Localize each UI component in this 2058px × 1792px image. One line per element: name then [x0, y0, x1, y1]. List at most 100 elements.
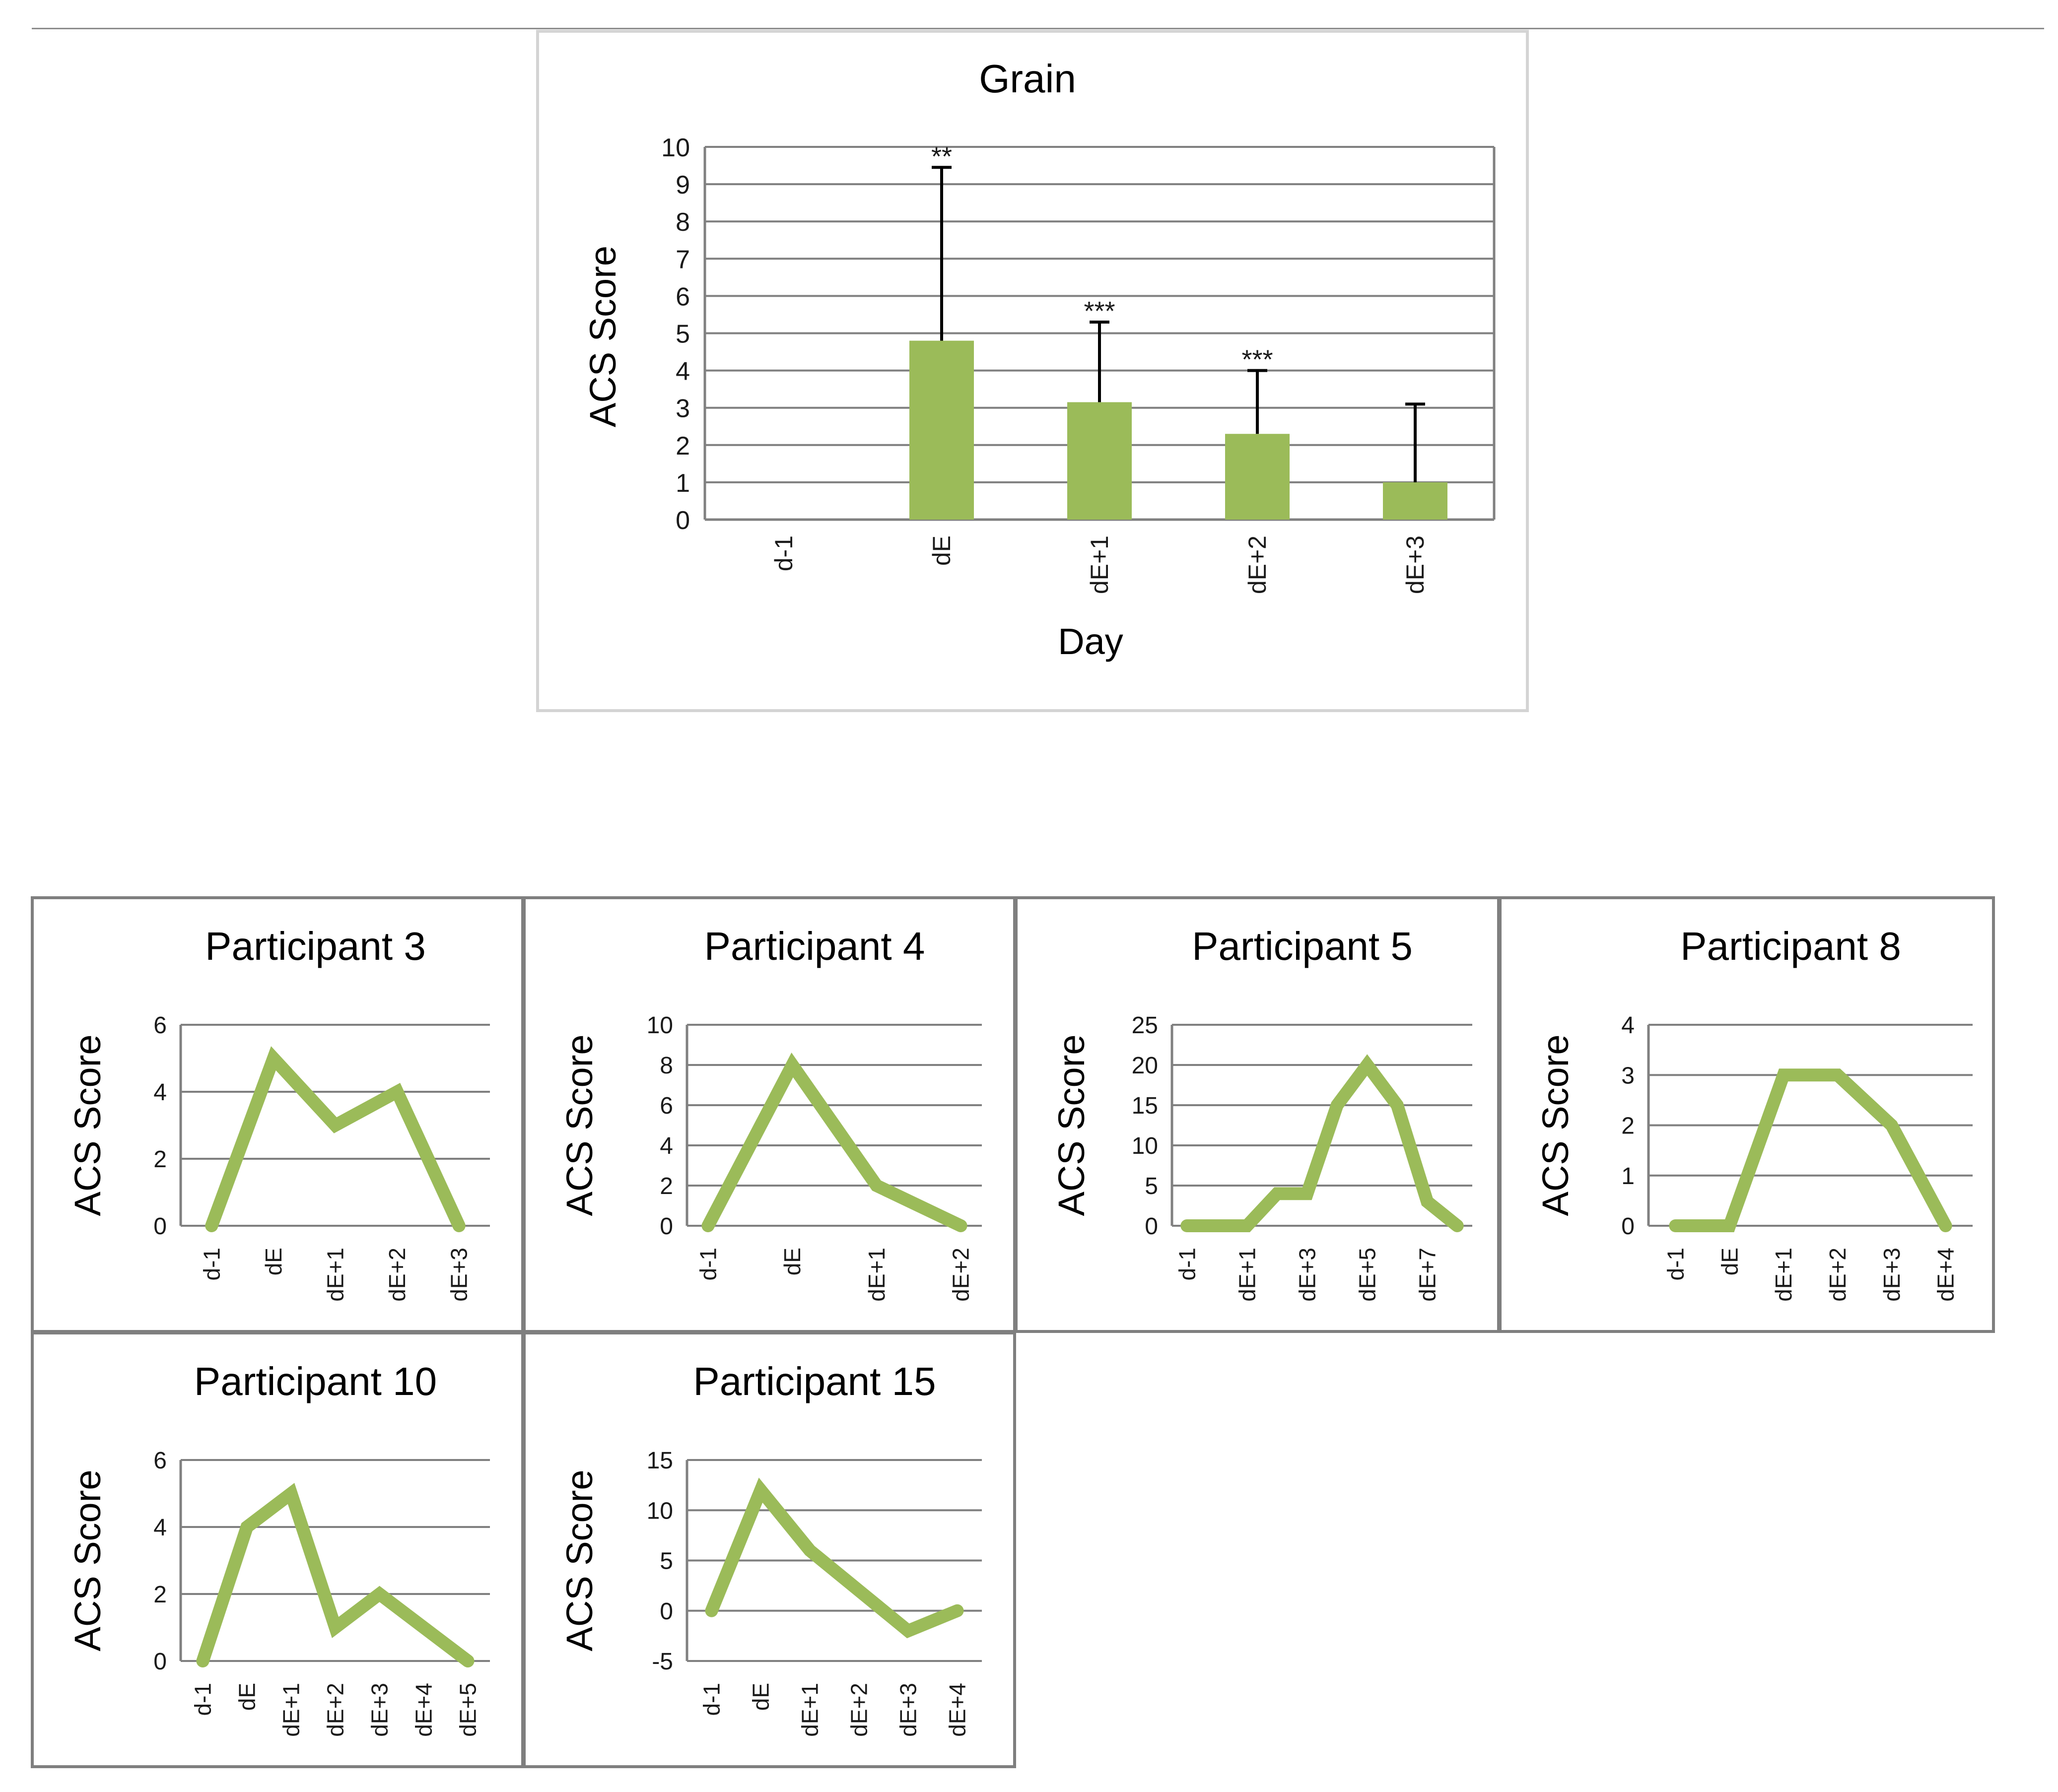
y-tick-label: -5	[652, 1649, 673, 1675]
y-tick-label: 4	[676, 357, 690, 386]
y-axis-label: ACS Score	[67, 1469, 108, 1651]
y-tick-label: 6	[660, 1093, 673, 1119]
x-tick-label: dE	[261, 1248, 286, 1275]
y-axis-label: ACS Score	[559, 1469, 600, 1651]
x-tick-label: dE+2	[1243, 535, 1271, 594]
y-tick-label: 5	[1145, 1173, 1158, 1199]
y-tick-label: 5	[676, 320, 690, 349]
bar-gridlines	[703, 146, 1496, 521]
bar	[909, 340, 974, 520]
y-tick-label: 6	[676, 282, 690, 311]
x-tick-label: d-1	[1662, 1248, 1688, 1280]
x-tick-label: d-1	[199, 1248, 224, 1280]
panel-frame	[1499, 896, 1995, 1333]
x-tick-label: d-1	[699, 1683, 725, 1716]
panel-title: Participant 5	[1192, 924, 1413, 968]
participant-15-chart: Participant 15 ACS Score -5 0 5 10 15 d-1 dE dE+1…	[523, 1331, 1016, 1768]
x-tick-label: dE+3	[367, 1683, 393, 1737]
x-tick-label: dE+3	[1401, 535, 1429, 594]
y-tick-label: 15	[1132, 1093, 1158, 1119]
chart-title: Grain	[979, 57, 1076, 101]
participant-10-chart: Participant 10 ACS Score 0 2 4 6 d-1 dE dE+1 dE+2…	[31, 1331, 524, 1768]
x-tick-label: d-1	[190, 1683, 216, 1716]
y-tick-label: 6	[153, 1012, 167, 1039]
x-tick-label: dE+2	[384, 1248, 410, 1302]
x-tick-label: dE+7	[1414, 1248, 1440, 1302]
panel-title: Participant 4	[704, 924, 925, 968]
y-axis-label: ACS Score	[582, 246, 623, 427]
y-tick-label: 2	[676, 432, 690, 461]
panel-title: Participant 8	[1680, 924, 1901, 968]
y-tick-label: 2	[153, 1146, 167, 1173]
y-tick-label: 10	[647, 1498, 673, 1524]
y-tick-label: 2	[153, 1582, 167, 1608]
y-tick-label: 0	[660, 1213, 673, 1240]
x-tick-label: dE+4	[945, 1683, 970, 1737]
y-axis-label: ACS Score	[559, 1034, 600, 1216]
bar-series	[909, 340, 1447, 520]
y-tick-label: 10	[1132, 1133, 1158, 1159]
x-tick-label: dE+2	[948, 1248, 974, 1302]
x-tick-label: d-1	[770, 535, 798, 571]
participant-8-chart: Participant 8 ACS Score 0 1 2 3 4 d-1 dE dE+1 dE+2…	[1499, 896, 1995, 1333]
y-tick-label: 2	[1621, 1113, 1635, 1139]
x-tick-label: dE+2	[846, 1683, 872, 1737]
y-tick-label: 9	[676, 171, 690, 199]
significance-mark: **	[931, 141, 952, 171]
panel-title: Participant 3	[205, 924, 426, 968]
x-tick-label: dE+4	[411, 1683, 437, 1737]
y-tick-label: 8	[660, 1053, 673, 1079]
bar	[1383, 482, 1447, 520]
bar-significance-marks: ********	[931, 141, 1273, 374]
significance-mark: ***	[1241, 345, 1273, 375]
panel-frame	[31, 1331, 524, 1768]
x-tick-label: dE+1	[1771, 1248, 1796, 1302]
x-tick-label: dE	[1716, 1248, 1742, 1275]
y-tick-label: 0	[1621, 1213, 1635, 1240]
x-tick-label: dE+3	[895, 1683, 921, 1737]
panel-frame	[523, 1331, 1016, 1768]
x-tick-label: dE	[234, 1683, 260, 1711]
significance-mark: ***	[1084, 296, 1115, 326]
panel-title: Participant 10	[194, 1359, 437, 1403]
y-tick-label: 10	[647, 1012, 673, 1039]
y-tick-label: 4	[153, 1079, 167, 1106]
x-tick-label: dE+4	[1933, 1248, 1959, 1302]
y-tick-label: 4	[153, 1515, 167, 1541]
bar	[1067, 402, 1132, 520]
y-tick-label: 5	[660, 1548, 673, 1575]
y-axis-label: ACS Score	[1051, 1034, 1092, 1216]
y-tick-label: 15	[647, 1448, 673, 1474]
series-line	[701, 1053, 967, 1232]
x-tick-label: d-1	[695, 1248, 721, 1280]
y-tick-label: 0	[660, 1598, 673, 1625]
x-tick-label: dE+5	[455, 1683, 481, 1737]
panel-title: Participant 15	[693, 1359, 936, 1403]
bar-error-bars	[932, 166, 1425, 482]
x-tick-label: dE+1	[797, 1683, 823, 1737]
y-tick-label: 7	[676, 245, 690, 274]
y-tick-label: 1	[676, 469, 690, 498]
series-line	[1669, 1068, 1952, 1232]
y-tick-label: 10	[661, 133, 690, 162]
y-tick-label: 4	[660, 1133, 673, 1159]
x-tick-label: dE+3	[446, 1248, 472, 1302]
top-rule	[32, 28, 2044, 29]
panel-frame	[1015, 896, 1500, 1333]
y-tick-label: 4	[1621, 1012, 1635, 1039]
x-tick-label: dE	[779, 1248, 805, 1275]
x-tick-label: dE+1	[1086, 535, 1113, 594]
x-tick-label: dE	[928, 535, 956, 566]
y-tick-label: 0	[153, 1213, 167, 1240]
bar-y-ticks: 0 1 2 3 4 5 6 7 8 9 10	[661, 133, 690, 535]
participant-4-chart: Participant 4 ACS Score 0 2 4 6 8 10 d-1 dE dE+1 dE…	[523, 896, 1016, 1333]
y-axis-label: ACS Score	[67, 1034, 108, 1216]
x-tick-label: dE+1	[1234, 1248, 1260, 1302]
y-tick-label: 0	[676, 506, 690, 535]
bar-x-ticks: d-1 dE dE+1 dE+2 dE+3	[770, 535, 1429, 594]
series-line	[205, 1046, 466, 1232]
x-tick-label: dE+1	[864, 1248, 890, 1302]
x-tick-label: dE	[748, 1683, 774, 1711]
x-tick-label: dE+5	[1354, 1248, 1380, 1302]
